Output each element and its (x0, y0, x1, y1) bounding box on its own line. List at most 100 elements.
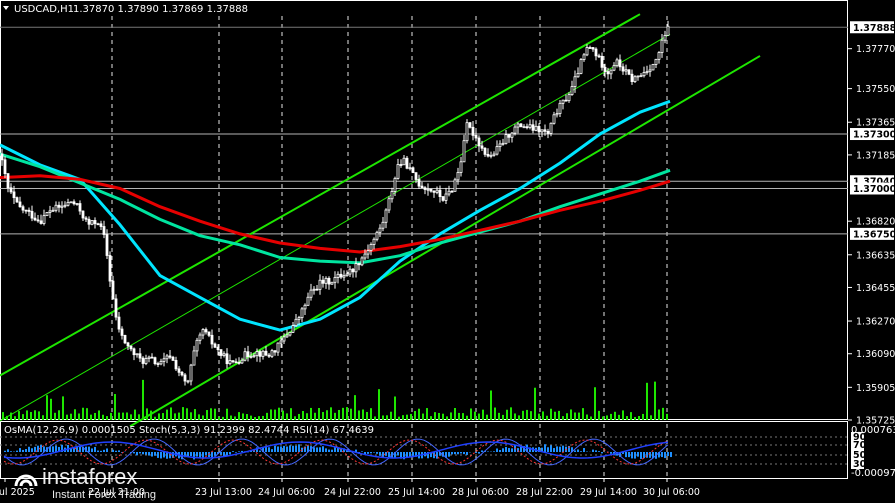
osma-bar (268, 447, 270, 452)
osma-bar (667, 452, 669, 457)
candle-body (72, 201, 76, 205)
candle-body (108, 255, 112, 282)
osma-bar (52, 446, 54, 452)
volume-bar (554, 411, 556, 420)
osma-bar (79, 446, 81, 452)
chart-header-symbol: USDCAD,H1 (14, 4, 74, 15)
osma-bar (73, 447, 75, 452)
volume-bar (254, 416, 256, 420)
candle-body (390, 191, 394, 200)
volume-bar (154, 416, 156, 420)
volume-bar (402, 415, 404, 420)
channel-midline (0, 33, 671, 422)
osma-bar (376, 452, 378, 454)
moving-average-line (0, 174, 671, 254)
candle-body (237, 362, 241, 364)
osma-bar (304, 446, 306, 452)
candle-body (0, 153, 4, 161)
candle-body (267, 354, 271, 357)
volume-bar (46, 395, 48, 420)
candle-body (135, 353, 139, 356)
candle-body (636, 75, 640, 78)
volume-bar (638, 416, 640, 420)
osma-bar (241, 450, 243, 452)
volume-bar (498, 412, 500, 420)
volume-bar (526, 409, 528, 420)
candle-body (324, 277, 328, 284)
osma-bar (664, 452, 666, 459)
level-label-box (850, 128, 894, 141)
candle-body (597, 55, 601, 58)
candle-body (639, 75, 643, 78)
osma-bar (214, 452, 216, 456)
osma-bar (487, 451, 489, 452)
osma-bar (298, 444, 300, 452)
osma-bar (259, 450, 261, 452)
osma-bar (166, 452, 168, 459)
volume-bar (106, 416, 108, 420)
volume-bar (362, 409, 364, 420)
osma-bar (361, 451, 363, 452)
volume-bar (142, 379, 144, 420)
osma-bar (478, 452, 480, 454)
candle-body (222, 353, 226, 356)
osma-bar (412, 452, 414, 458)
volume-bar (310, 407, 312, 420)
candle-body (426, 188, 430, 191)
osma-bar (112, 449, 114, 452)
volume-bar (190, 412, 192, 420)
volume-bar (186, 408, 188, 420)
volume-bar (62, 396, 64, 420)
candle-body (261, 350, 265, 357)
osma-bar (25, 449, 27, 452)
osma-bar (580, 451, 582, 452)
candle-body (375, 231, 379, 240)
volume-bar (578, 412, 580, 420)
candle-body (477, 137, 481, 147)
osma-bar (40, 444, 42, 452)
stoch-main-line (3, 438, 669, 466)
volume-bar (474, 411, 476, 420)
volume-bar (390, 411, 392, 420)
osma-bar (559, 446, 561, 452)
candle-body (372, 238, 376, 245)
osma-bar (58, 446, 60, 452)
osma-bar (328, 449, 330, 452)
candle-body (291, 325, 295, 333)
candle-body (435, 189, 439, 193)
candle-body (114, 298, 118, 318)
osma-bar (184, 452, 186, 458)
volume-bar (358, 410, 360, 420)
volume-bar (94, 412, 96, 420)
candle-body (318, 279, 322, 290)
osma-bar (577, 449, 579, 452)
volume-bar (326, 410, 328, 420)
osma-bar (292, 445, 294, 452)
osma-bar (346, 450, 348, 452)
volume-bar (58, 410, 60, 420)
volume-bar (342, 407, 344, 420)
candle-body (504, 134, 508, 144)
candle-body (33, 217, 37, 221)
volume-bar (530, 411, 532, 420)
osma-bar (511, 448, 513, 452)
volume-bar (574, 412, 576, 420)
osma-bar (553, 448, 555, 452)
candle-body (534, 125, 538, 131)
volume-bar (18, 411, 20, 420)
osma-bar (190, 452, 192, 457)
volume-bar (502, 414, 504, 420)
stoch-signal-line (3, 439, 669, 465)
osma-bar (16, 450, 18, 452)
osma-bar (70, 448, 72, 452)
osma-bar (97, 450, 99, 452)
volume-bar (618, 414, 620, 420)
price-tick-label: 1.37185 (856, 150, 895, 161)
candle-body (321, 279, 325, 284)
volume-bar (38, 411, 40, 420)
chart-dropdown-icon[interactable] (3, 6, 9, 10)
candle-body (384, 209, 388, 223)
volume-bar (130, 414, 132, 420)
osma-bar (61, 444, 63, 452)
